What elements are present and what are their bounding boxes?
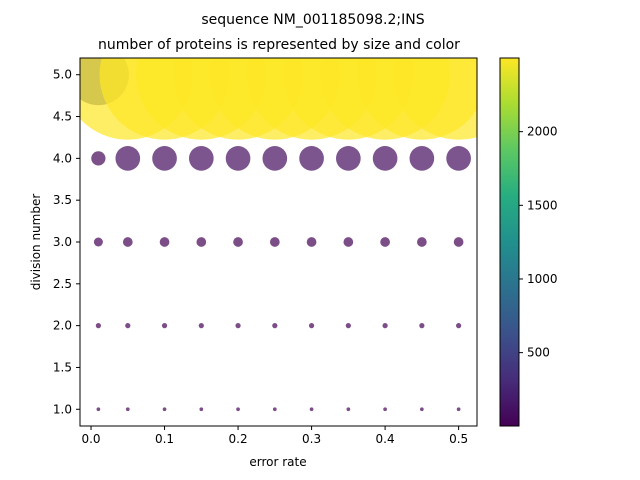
y-tick-label: 4.0 <box>53 151 72 165</box>
colorbar-tick-label: 500 <box>527 346 550 360</box>
data-point <box>453 237 464 247</box>
data-point <box>393 58 477 140</box>
data-point <box>198 323 204 329</box>
y-tick-label: 5.0 <box>53 68 72 82</box>
data-point <box>161 323 168 329</box>
data-point <box>382 323 388 329</box>
data-point <box>115 146 141 171</box>
data-point <box>196 237 207 247</box>
chart-subtitle: number of proteins is represented by siz… <box>98 37 460 53</box>
y-tick-label: 2.0 <box>53 319 72 333</box>
x-tick-label: 0.2 <box>229 432 248 446</box>
x-axis: 0.0 0.1 0.2 0.3 0.4 0.5 <box>81 426 468 446</box>
data-point <box>233 237 243 247</box>
data-point <box>345 323 351 329</box>
x-tick-label: 0.0 <box>81 432 100 446</box>
points-layer <box>80 58 477 412</box>
data-point <box>125 323 131 329</box>
data-point <box>417 237 427 247</box>
data-point <box>269 237 280 247</box>
x-tick-label: 0.4 <box>376 432 395 446</box>
data-point <box>380 237 390 247</box>
y-tick-label: 3.0 <box>53 235 72 249</box>
y-tick-label: 3.5 <box>53 193 72 207</box>
data-point <box>91 151 106 166</box>
data-point <box>272 407 277 412</box>
y-axis-label: division number <box>29 194 43 291</box>
colorbar-tick-label: 1500 <box>527 198 558 212</box>
data-point <box>419 323 425 329</box>
colorbar <box>499 57 520 427</box>
data-point <box>159 237 170 247</box>
data-point <box>336 146 361 171</box>
data-point <box>95 323 101 329</box>
data-point <box>372 146 398 171</box>
data-point <box>152 146 177 171</box>
data-point <box>96 407 101 412</box>
data-point <box>125 407 130 412</box>
data-point <box>446 146 471 171</box>
y-axis: 1.0 1.5 2.0 2.5 3.0 3.5 4.0 4.5 5.0 <box>53 68 80 416</box>
y-tick-label: 4.5 <box>53 110 72 124</box>
data-point <box>346 407 351 412</box>
data-point <box>309 407 314 412</box>
data-point <box>122 237 133 247</box>
data-point <box>343 237 354 247</box>
x-tick-label: 0.3 <box>302 432 321 446</box>
colorbar-tick-label: 1000 <box>527 272 558 286</box>
chart-title: sequence NM_001185098.2;INS <box>201 12 424 28</box>
y-tick-label: 1.5 <box>53 360 72 374</box>
data-point <box>456 407 461 412</box>
data-point <box>383 407 387 412</box>
y-tick-label: 1.0 <box>53 402 72 416</box>
data-point <box>272 323 278 329</box>
data-point <box>235 323 241 329</box>
data-point <box>162 407 167 412</box>
data-point <box>262 146 288 171</box>
data-point <box>306 237 317 247</box>
data-point <box>308 323 315 329</box>
data-point <box>420 407 424 412</box>
data-point <box>199 407 204 412</box>
x-tick-label: 0.1 <box>155 432 174 446</box>
x-axis-label: error rate <box>249 455 306 469</box>
data-point <box>456 323 462 329</box>
data-point <box>188 146 214 171</box>
y-tick-label: 2.5 <box>53 277 72 291</box>
data-point <box>236 407 240 412</box>
data-point <box>299 146 324 171</box>
data-point <box>409 146 435 171</box>
data-point <box>93 237 103 247</box>
x-tick-label: 0.5 <box>449 432 468 446</box>
colorbar-axis: 500 1000 1500 2000 <box>519 125 558 360</box>
colorbar-tick-label: 2000 <box>527 125 558 139</box>
data-point <box>225 146 251 171</box>
